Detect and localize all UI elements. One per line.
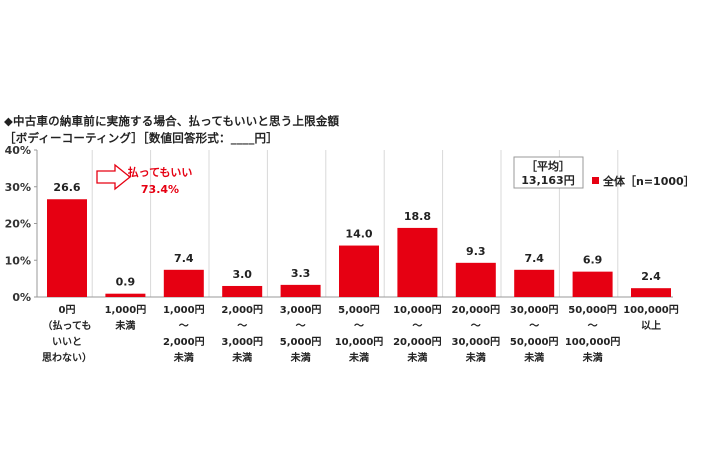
category-label: 10,000円 <box>393 304 442 316</box>
category-label: 5,000円 <box>280 336 322 348</box>
category-label: 50,000円 <box>568 304 617 316</box>
category-label: ～ <box>412 321 422 332</box>
bar-value-label: 7.4 <box>174 252 194 265</box>
category-label: 未満 <box>406 351 427 364</box>
bar <box>397 227 438 297</box>
category-label: 3,000円 <box>280 304 322 316</box>
bar <box>339 245 379 297</box>
category-label: 以上 <box>641 319 661 332</box>
y-tick-label: 20% <box>5 218 31 231</box>
y-tick-label: 10% <box>5 254 31 267</box>
category-label: 30,000円 <box>452 336 501 348</box>
bar-value-label: 9.3 <box>466 245 486 258</box>
category-label: いいと <box>52 336 82 348</box>
category-label: 未満 <box>231 351 252 364</box>
category-label: ～ <box>529 321 539 332</box>
y-tick-label: 40% <box>5 144 31 157</box>
category-label: ～ <box>296 321 306 332</box>
bar-value-label: 3.0 <box>232 268 252 281</box>
chart-subtitle: ［ボディーコーティング］［数値回答形式：____円］ <box>4 131 278 145</box>
category-label: 未満 <box>465 351 486 364</box>
category-label: 20,000円 <box>393 336 442 348</box>
callout-label: 払ってもいい <box>128 165 193 179</box>
callout-arrow-icon <box>96 163 132 191</box>
category-label: 20,000円 <box>452 304 501 316</box>
category-label: 1,000円 <box>163 304 205 316</box>
average-label: ［平均］ <box>526 159 570 173</box>
category-label: 1,000円 <box>105 304 147 316</box>
category-label: 50,000円 <box>510 336 559 348</box>
bar <box>105 293 146 297</box>
category-label: 未満 <box>523 351 544 364</box>
average-box <box>513 156 584 189</box>
bar-value-label: 2.4 <box>641 270 661 283</box>
category-label: 3,000円 <box>221 336 263 348</box>
bar <box>47 199 87 297</box>
bar-value-label: 14.0 <box>345 228 372 241</box>
category-label: 2,000円 <box>163 336 205 348</box>
category-label: 2,000円 <box>221 304 263 316</box>
category-label: ～ <box>588 321 598 332</box>
category-label: ～ <box>471 321 481 332</box>
y-tick-label: 30% <box>5 181 31 194</box>
category-label: ～ <box>354 321 364 332</box>
bar-value-label: 6.9 <box>583 254 603 267</box>
bar-value-label: 0.9 <box>116 276 136 289</box>
category-label: 100,000円 <box>565 336 621 348</box>
category-label: 未満 <box>114 319 135 332</box>
bar-value-label: 18.8 <box>404 210 431 223</box>
bar <box>280 284 321 297</box>
bar-value-label: 3.3 <box>291 267 311 280</box>
bar <box>222 285 263 297</box>
category-label: 思わない） <box>42 351 92 364</box>
category-label: 5,000円 <box>338 304 380 316</box>
bar-value-label: 26.6 <box>53 181 80 194</box>
category-label: ～ <box>237 321 247 332</box>
category-label: （払っても <box>43 319 92 332</box>
category-label: 30,000円 <box>510 304 559 316</box>
legend-label: 全体［n=1000］ <box>602 174 695 188</box>
category-label: 未満 <box>348 351 369 364</box>
category-label: 100,000円 <box>623 304 679 316</box>
chart-title: ◆中古車の納車前に実施する場合、払ってもいいと思う上限金額 <box>4 114 340 128</box>
category-label: ～ <box>179 321 189 332</box>
average-value: 13,163円 <box>521 174 574 187</box>
bar <box>455 262 496 297</box>
bar <box>572 271 613 297</box>
category-label: 未満 <box>290 351 311 364</box>
category-label: 0円 <box>59 304 76 316</box>
bar <box>163 269 204 297</box>
category-label: 10,000円 <box>335 336 384 348</box>
category-label: 未満 <box>582 351 603 364</box>
callout-value: 73.4% <box>141 183 179 196</box>
bar-value-label: 7.4 <box>524 252 544 265</box>
bar <box>631 288 671 297</box>
category-label: 未満 <box>173 351 194 364</box>
legend-marker-icon <box>592 177 599 184</box>
y-tick-label: 0% <box>12 291 31 304</box>
bar <box>514 269 555 297</box>
